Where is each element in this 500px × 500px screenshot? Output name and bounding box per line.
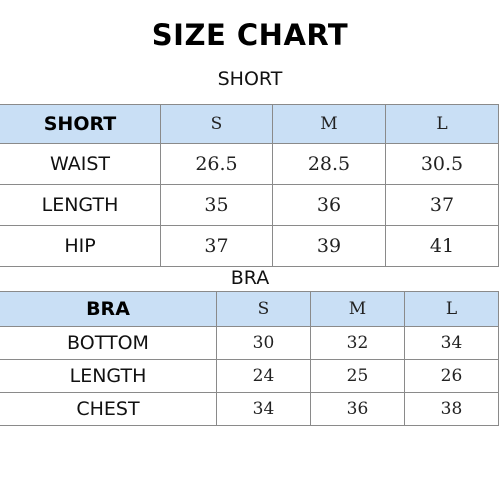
value-text: 37: [204, 235, 229, 257]
value-text: 25: [346, 366, 369, 386]
table-row: HIP 37 39 41: [0, 225, 499, 267]
short-size-table: SHORT S M L WAIST 26.5 28.5 30.5 LENGTH …: [0, 104, 499, 267]
value-cell: 26: [404, 359, 499, 393]
size-label-text: S: [257, 299, 270, 319]
row-label-cell: CHEST: [0, 392, 217, 426]
table-row: CHEST 34 36 38: [0, 392, 499, 426]
value-text: 39: [316, 235, 342, 257]
value-cell: 38: [404, 392, 499, 426]
short-header-label: SHORT: [0, 104, 161, 144]
bra-caption: BRA: [230, 267, 270, 289]
row-label-cell: BOTTOM: [0, 326, 217, 360]
bra-header-text: BRA: [86, 298, 130, 320]
value-text: 34: [252, 399, 275, 419]
table-row: WAIST 26.5 28.5 30.5: [0, 143, 499, 185]
value-cell: 41: [385, 225, 499, 267]
table-row: LENGTH 35 36 37: [0, 184, 499, 226]
value-text: 35: [204, 194, 229, 216]
value-cell: 28.5: [272, 143, 386, 185]
short-header-text: SHORT: [43, 113, 117, 135]
table-row: BOTTOM 30 32 34: [0, 326, 499, 360]
row-label: WAIST: [49, 153, 110, 175]
value-cell: 37: [385, 184, 499, 226]
row-label-cell: HIP: [0, 225, 161, 267]
value-cell: 34: [216, 392, 311, 426]
value-text: 37: [429, 194, 455, 216]
value-text: 28.5: [307, 153, 351, 175]
size-label-text: M: [320, 114, 338, 134]
value-text: 26: [440, 366, 463, 386]
bra-size-m: M: [310, 291, 405, 327]
bra-header-label: BRA: [0, 291, 217, 327]
value-text: 30: [252, 333, 275, 353]
table-row: LENGTH 24 25 26: [0, 359, 499, 393]
bra-size-l: L: [404, 291, 499, 327]
size-label-text: M: [348, 299, 367, 319]
row-label-cell: LENGTH: [0, 184, 161, 226]
value-cell: 35: [160, 184, 273, 226]
value-text: 41: [429, 235, 455, 257]
size-label-text: L: [445, 299, 458, 319]
row-label: LENGTH: [69, 365, 147, 387]
short-caption: SHORT: [217, 68, 283, 90]
value-cell: 30.5: [385, 143, 499, 185]
value-cell: 24: [216, 359, 311, 393]
value-text: 32: [346, 333, 369, 353]
value-cell: 36: [310, 392, 405, 426]
row-label: LENGTH: [41, 194, 119, 216]
row-label-cell: LENGTH: [0, 359, 217, 393]
short-header-row: SHORT S M L: [0, 104, 499, 144]
bra-size-s: S: [216, 291, 311, 327]
value-text: 26.5: [195, 153, 238, 175]
short-size-s: S: [160, 104, 273, 144]
value-cell: 37: [160, 225, 273, 267]
value-cell: 26.5: [160, 143, 273, 185]
size-label-text: S: [210, 114, 223, 134]
bra-size-table: BRA S M L BOTTOM 30 32 34 LENGTH 24 25 2…: [0, 291, 499, 426]
row-label: BOTTOM: [67, 332, 149, 354]
row-label: CHEST: [76, 398, 140, 420]
size-label-text: L: [436, 114, 448, 134]
page-title: SIZE CHART: [151, 18, 349, 52]
value-text: 34: [440, 333, 463, 353]
value-text: 36: [346, 399, 369, 419]
value-cell: 25: [310, 359, 405, 393]
value-text: 30.5: [420, 153, 464, 175]
value-cell: 32: [310, 326, 405, 360]
row-label-cell: WAIST: [0, 143, 161, 185]
row-label: HIP: [64, 235, 96, 257]
value-text: 38: [440, 399, 463, 419]
short-size-m: M: [272, 104, 386, 144]
value-cell: 39: [272, 225, 386, 267]
bra-header-row: BRA S M L: [0, 291, 499, 327]
value-cell: 30: [216, 326, 311, 360]
short-size-l: L: [385, 104, 499, 144]
value-text: 36: [316, 194, 342, 216]
value-cell: 36: [272, 184, 386, 226]
value-text: 24: [252, 366, 275, 386]
value-cell: 34: [404, 326, 499, 360]
